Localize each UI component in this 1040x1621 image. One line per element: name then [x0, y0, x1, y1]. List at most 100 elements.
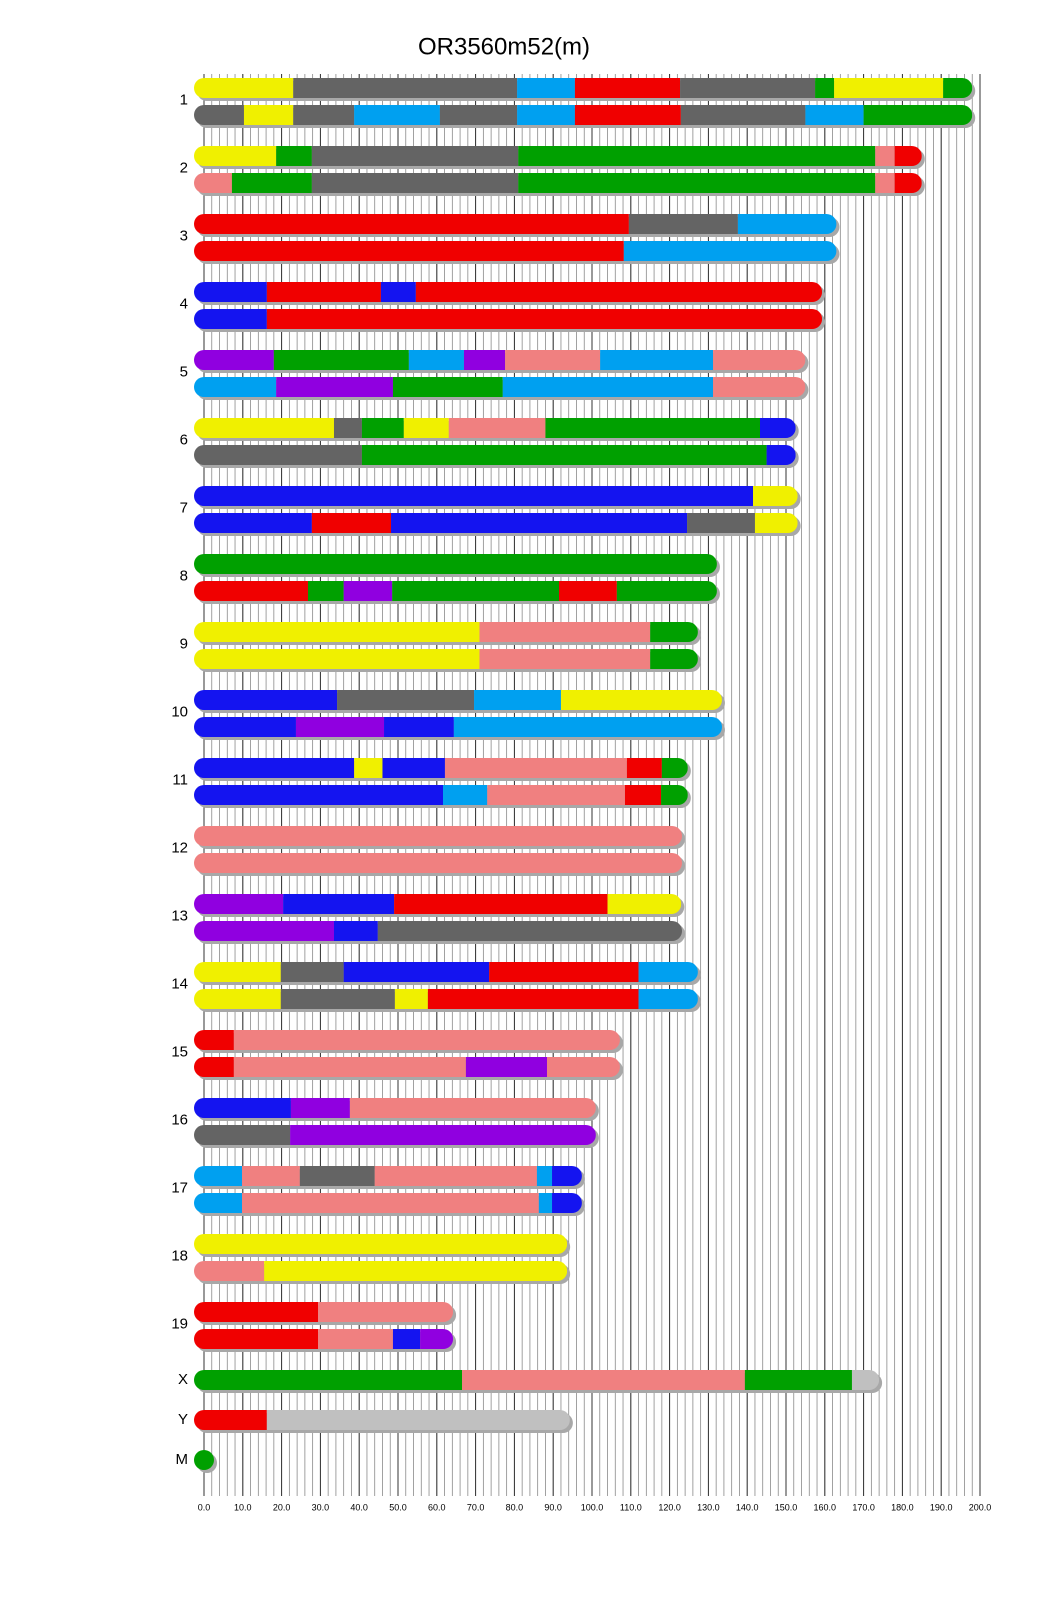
haplotype	[194, 1193, 585, 1216]
segment	[293, 78, 518, 98]
x-tick-label: 80.0	[506, 1502, 524, 1512]
x-tick-label: 150.0	[775, 1502, 798, 1512]
segment	[392, 581, 560, 601]
x-tick-label: 10.0	[234, 1502, 252, 1512]
haplotype	[194, 1098, 599, 1121]
x-tick-label: 200.0	[969, 1502, 992, 1512]
segment	[479, 622, 651, 642]
segment	[420, 1329, 454, 1349]
x-tick-label: 20.0	[273, 1502, 291, 1512]
chromosome-label: 10	[171, 703, 188, 720]
segment	[391, 513, 688, 533]
segment	[392, 377, 503, 397]
haplotype	[194, 1450, 217, 1473]
segment	[307, 581, 344, 601]
segment	[487, 785, 625, 805]
segments	[194, 309, 823, 329]
segment	[290, 1098, 350, 1118]
segment	[243, 105, 294, 125]
segments	[194, 1329, 454, 1349]
segment	[805, 105, 864, 125]
segment	[766, 445, 796, 465]
haplotype	[194, 1030, 623, 1053]
segment	[607, 894, 682, 914]
segment	[194, 785, 444, 805]
segment	[834, 78, 944, 98]
chromosome-label: 19	[171, 1315, 188, 1332]
segment	[545, 418, 761, 438]
segment	[194, 1329, 319, 1349]
chromosome-label: 16	[171, 1111, 188, 1128]
x-tick-label: 140.0	[736, 1502, 759, 1512]
haplotype	[194, 1329, 457, 1352]
segment	[453, 717, 722, 737]
chromosome-label: Y	[178, 1411, 188, 1428]
segment	[295, 717, 385, 737]
segment	[194, 146, 277, 166]
x-tick-label: 0.0	[198, 1502, 211, 1512]
segment	[624, 785, 662, 805]
haplotype	[194, 921, 686, 944]
segment	[384, 717, 454, 737]
x-tick-label: 170.0	[852, 1502, 875, 1512]
haplotype	[194, 649, 701, 672]
segment	[392, 1329, 421, 1349]
segment	[194, 853, 683, 873]
haplotype	[194, 282, 826, 305]
segment	[448, 418, 546, 438]
segments	[194, 649, 698, 669]
segments	[194, 105, 973, 125]
segment	[266, 282, 381, 302]
segment	[650, 622, 698, 642]
x-tick-label: 160.0	[814, 1502, 837, 1512]
segment	[559, 581, 617, 601]
segments	[194, 146, 922, 166]
segment	[574, 105, 681, 125]
segment	[194, 78, 294, 98]
segment	[233, 1030, 620, 1050]
segment	[194, 581, 308, 601]
segment	[815, 78, 835, 98]
segment	[427, 989, 639, 1009]
haplotype	[194, 350, 809, 373]
haplotype	[194, 826, 686, 849]
segment	[233, 1057, 466, 1077]
segment	[479, 649, 651, 669]
segment	[536, 1166, 553, 1186]
segment	[517, 105, 575, 125]
haplotype	[194, 513, 801, 536]
segments	[194, 418, 796, 438]
haplotype	[194, 214, 840, 237]
segments	[194, 350, 806, 370]
segment	[194, 309, 267, 329]
segment	[753, 486, 798, 506]
segment	[863, 105, 973, 125]
haplotype	[194, 173, 925, 196]
segment	[337, 690, 475, 710]
segment	[713, 350, 806, 370]
segment	[744, 1370, 852, 1390]
segments	[194, 1410, 570, 1430]
segments	[194, 581, 717, 601]
segment	[462, 1370, 745, 1390]
segment	[194, 989, 281, 1009]
segment	[343, 581, 393, 601]
x-tick-label: 110.0	[620, 1502, 642, 1512]
segments	[194, 690, 722, 710]
chromosome-label: 17	[171, 1179, 188, 1196]
segment	[680, 78, 816, 98]
segments	[194, 1057, 620, 1077]
segment	[194, 962, 281, 982]
chromosome-label: 18	[171, 1247, 188, 1264]
segments	[194, 486, 798, 506]
segment	[538, 1193, 553, 1213]
haplotype	[194, 1166, 585, 1189]
haplotype	[194, 989, 701, 1012]
segment	[194, 1302, 319, 1322]
segment	[349, 1098, 596, 1118]
haplotype	[194, 717, 725, 740]
segment	[194, 1193, 243, 1213]
segment	[737, 214, 837, 234]
segments	[194, 717, 722, 737]
